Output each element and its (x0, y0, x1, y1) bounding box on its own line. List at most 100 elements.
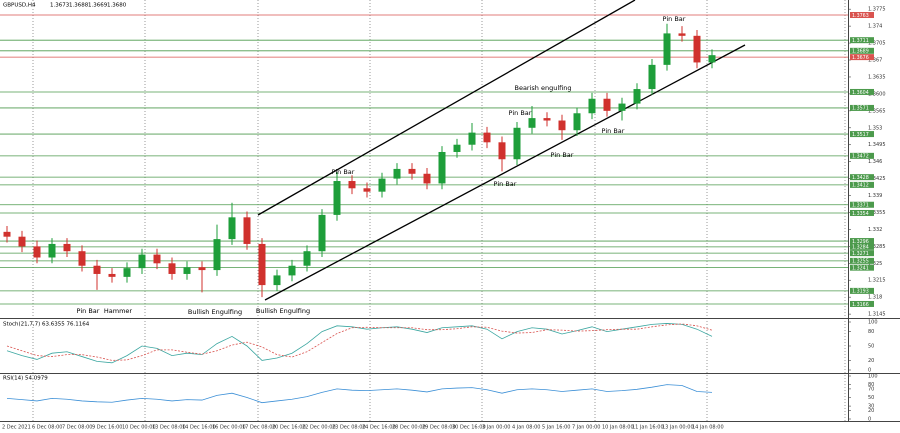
level-box (850, 174, 874, 181)
level-label: 1.3371 (852, 203, 869, 209)
level-label: 1.3193 (852, 289, 869, 295)
y-tick-label: 0 (868, 368, 871, 374)
level-label: 1.3763 (852, 13, 869, 19)
candle-body (3, 231, 11, 237)
header-value: 1.3669 (88, 3, 108, 9)
annotation: Pin Bar (663, 15, 686, 23)
level-box (850, 37, 874, 44)
candle-body (198, 267, 206, 271)
candle-body (528, 118, 536, 128)
candle-body (78, 251, 86, 266)
level-label: 1.3472 (852, 154, 869, 160)
indicator-line (6, 323, 713, 361)
candle-body (258, 243, 266, 286)
x-tick-label: 30 Dec 16:00 (452, 425, 486, 431)
candle-body (273, 275, 281, 286)
candle-body (153, 254, 161, 264)
y-tick-label: 1.346 (868, 159, 882, 165)
y-tick-label: 1.3565 (868, 108, 886, 114)
y-tick-label: 1.3775 (868, 7, 886, 13)
candle-body (363, 188, 371, 192)
annotation: Bullish Engulfing (256, 307, 310, 315)
y-tick-label: 20 (868, 358, 874, 364)
candle-body (423, 173, 431, 184)
x-tick-label: 22 Dec 00:00 (302, 425, 336, 431)
level-box (850, 152, 874, 159)
candle-body (318, 214, 326, 252)
header-value: 1.3688 (69, 3, 89, 9)
y-tick-label: 1.3495 (868, 142, 886, 148)
y-tick-label: 1.325 (868, 261, 882, 267)
candle-body (93, 265, 101, 274)
y-tick-label: 1.3285 (868, 244, 886, 250)
x-tick-label: 13 Dec 08:00 (152, 425, 186, 431)
y-tick-label: 1.367 (868, 58, 882, 64)
y-tick-label: 100 (868, 374, 878, 380)
candle-body (678, 33, 686, 36)
candle-body (183, 267, 191, 274)
x-tick-label: 7 Dec 08:00 (62, 425, 92, 431)
x-tick-label: 24 Dec 16:00 (362, 425, 396, 431)
symbol: GBPUSD,H4 (3, 3, 36, 9)
candle-body (453, 144, 461, 152)
candle-body (543, 118, 551, 121)
candle-body (348, 181, 356, 189)
y-tick-label: 1.3635 (868, 74, 886, 80)
x-tick-label: 17 Dec 08:00 (242, 425, 276, 431)
candle-body (573, 113, 581, 131)
candle-body (513, 127, 521, 160)
level-box (850, 264, 874, 271)
level-box (850, 104, 874, 111)
candle-body (378, 178, 386, 192)
x-tick-label: 6 Dec 08:00 (32, 425, 62, 431)
candle-body (618, 103, 626, 111)
stoch-title: Stoch(21,7,7) 63.6355 76.1164 (3, 322, 90, 328)
candle-body (408, 168, 416, 174)
candle-body (63, 243, 71, 252)
annotation: Bullish Engulfing (188, 308, 242, 316)
annotation: Hammer (104, 307, 133, 315)
x-tick-label: 3 Jan 00:00 (482, 425, 510, 431)
candle-body (603, 98, 611, 111)
level-label: 1.3255 (852, 259, 869, 265)
annotation: Pin Bar (551, 151, 574, 159)
candle-body (648, 64, 656, 90)
level-label: 1.3676 (852, 55, 869, 61)
annotation: Pin Bar (602, 127, 625, 135)
candle-body (138, 254, 146, 269)
y-tick-label: 80 (868, 329, 874, 335)
level-box (850, 243, 874, 250)
x-tick-label: 4 Jan 08:00 (512, 425, 540, 431)
y-tick-label: 1.374 (868, 24, 882, 30)
level-box (850, 300, 874, 307)
candle-body (33, 246, 41, 258)
x-tick-label: 14 Jan 08:00 (692, 425, 724, 431)
x-tick-label: 10 Dec 00:00 (122, 425, 156, 431)
level-box (850, 209, 874, 216)
level-box (850, 54, 874, 61)
x-tick-label: 16 Dec 00:00 (212, 425, 246, 431)
candle-body (663, 33, 671, 65)
y-tick-label: 70 (868, 386, 874, 392)
candle-body (498, 142, 506, 160)
y-tick-label: 1.3425 (868, 176, 886, 182)
y-tick-label: 1.3355 (868, 210, 886, 216)
candle-body (393, 168, 401, 179)
channel-upper (257, 0, 636, 216)
y-tick-label: 1.318 (868, 295, 882, 301)
x-tick-label: 11 Jan 16:00 (632, 425, 664, 431)
level-box (850, 88, 874, 95)
level-label: 1.3571 (852, 106, 869, 112)
x-tick-label: 7 Jan 00:00 (572, 425, 600, 431)
y-tick-label: 100 (868, 320, 878, 326)
level-box (850, 181, 874, 188)
annotation: Pin Bar (509, 109, 532, 117)
candle-body (108, 273, 116, 277)
candle-body (288, 265, 296, 276)
grid: 1.3775 1.374 1.3705 1.367 1.3635 1.3600 1.3565… (2, 0, 886, 431)
candle-body (243, 217, 251, 244)
candle-body (438, 151, 446, 184)
x-tick-label: 9 Dec 16:00 (92, 425, 122, 431)
